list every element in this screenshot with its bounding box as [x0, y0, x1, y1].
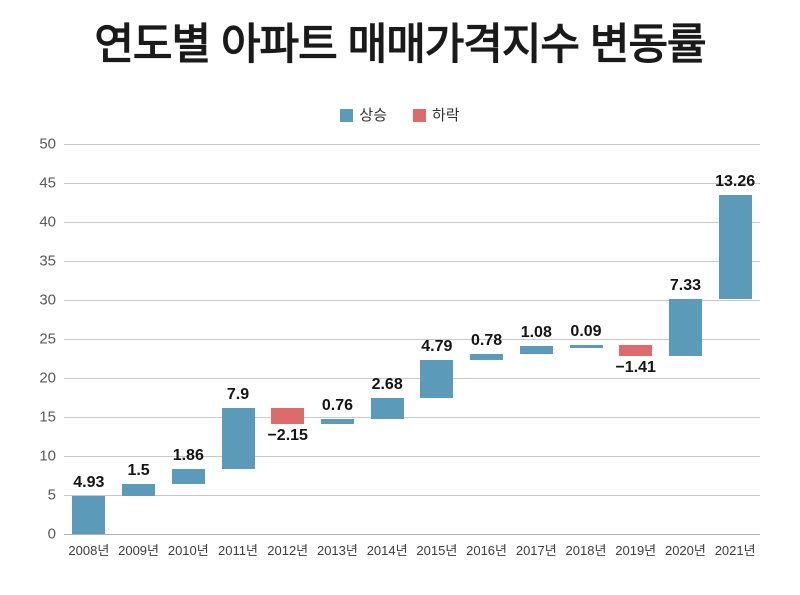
bar-value-label: −1.41: [615, 359, 656, 377]
legend-label: 하락: [432, 107, 460, 124]
gridline: [64, 222, 760, 223]
bar-2013년[interactable]: [320, 418, 354, 425]
bar-value-label: −2.15: [267, 427, 308, 445]
x-axis-tick-label: 2019년: [615, 543, 657, 558]
bar-2016년[interactable]: [470, 354, 504, 361]
y-axis-tick-label: 25: [39, 330, 56, 348]
bar-2015년[interactable]: [420, 360, 454, 398]
bar-2018년[interactable]: [569, 345, 603, 349]
gridline: [64, 144, 760, 145]
legend-swatch-down-icon: [413, 109, 426, 122]
bar-value-label: 0.09: [570, 323, 602, 341]
bar-value-label: 13.26: [715, 173, 756, 191]
bar-value-label: 4.79: [421, 338, 453, 356]
y-axis-tick-label: 20: [39, 369, 56, 387]
x-axis-tick-label: 2015년: [416, 543, 458, 558]
y-axis-tick-label: 30: [39, 291, 56, 309]
y-axis-tick-label: 0: [47, 525, 56, 543]
bar-value-label: 4.93: [73, 473, 105, 491]
x-axis-tick-label: 2011년: [218, 543, 258, 558]
bar-value-label: 1.08: [520, 323, 552, 341]
y-axis-tick-label: 15: [39, 408, 56, 426]
gridline: [64, 456, 760, 457]
bar-2019년[interactable]: [619, 345, 653, 357]
bar-value-label: 7.33: [669, 276, 701, 294]
x-axis-tick-label: 2008년: [68, 543, 110, 558]
gridline: [64, 261, 760, 262]
x-axis-tick-label: 2021년: [714, 543, 756, 558]
legend-swatch-up-icon: [340, 109, 354, 122]
bar-value-label: 0.76: [321, 396, 353, 414]
legend-item-up[interactable]: 상승: [340, 108, 387, 123]
bar-2014년[interactable]: [370, 397, 404, 419]
bar-2011년[interactable]: [221, 407, 255, 470]
bar-2009년[interactable]: [122, 483, 156, 496]
x-axis-tick-label: 2013년: [316, 543, 358, 558]
y-axis-tick-label: 5: [47, 486, 56, 504]
bar-value-label: 1.5: [127, 461, 150, 479]
bar-2020년[interactable]: [668, 298, 702, 357]
bar-2017년[interactable]: [519, 345, 553, 355]
bar-2021년[interactable]: [718, 195, 752, 299]
gridline: [64, 300, 760, 301]
bar-2012년[interactable]: [271, 407, 305, 425]
x-axis-tick-label: 2009년: [118, 543, 160, 558]
axis-baseline: [64, 534, 760, 535]
y-axis-tick-label: 45: [39, 174, 56, 192]
x-axis-tick-label: 2012년: [267, 543, 309, 558]
y-axis-tick-label: 40: [39, 213, 56, 231]
plot-area: 4.93 1.5 1.86 7.9 −2.15 0.76 2.68 4.79 0.78 1.08 0…: [64, 144, 760, 535]
x-axis-tick-label: 2017년: [515, 543, 557, 558]
x-axis-tick-label: 2016년: [466, 543, 508, 558]
y-axis-tick-label: 50: [39, 135, 56, 153]
x-axis-tick-label: 2010년: [167, 543, 209, 558]
bar-value-label: 1.86: [172, 447, 204, 465]
legend-label: 상승: [359, 107, 387, 124]
x-axis-tick-label: 2020년: [664, 543, 706, 558]
x-axis-tick-label: 2018년: [565, 543, 607, 558]
x-axis-tick-label: 2014년: [366, 543, 408, 558]
gridline: [64, 495, 760, 496]
bar-value-label: 2.68: [371, 375, 403, 393]
legend-item-down[interactable]: 하락: [413, 108, 460, 123]
gridline: [64, 183, 760, 184]
bar-2010년[interactable]: [171, 469, 205, 484]
chart-title: 연도별 아파트 매매가격지수 변동률: [94, 21, 706, 69]
y-axis-tick-label: 35: [39, 252, 56, 270]
bar-value-label: 7.9: [226, 385, 250, 403]
x-axis: 2008년 2009년 2010년 2011년 2012년 2013년 2014년 2015년…: [64, 540, 760, 570]
chart-legend: 상승 하락: [0, 108, 800, 123]
bar-value-label: 0.78: [470, 332, 503, 350]
gridline: [64, 417, 760, 418]
gridline: [64, 378, 760, 379]
bar-2008년[interactable]: [72, 495, 106, 534]
y-axis: 0 5 10 15 20 25 30 35 40 45 50: [0, 136, 56, 543]
y-axis-tick-label: 10: [39, 447, 56, 465]
gridline: [64, 339, 760, 340]
